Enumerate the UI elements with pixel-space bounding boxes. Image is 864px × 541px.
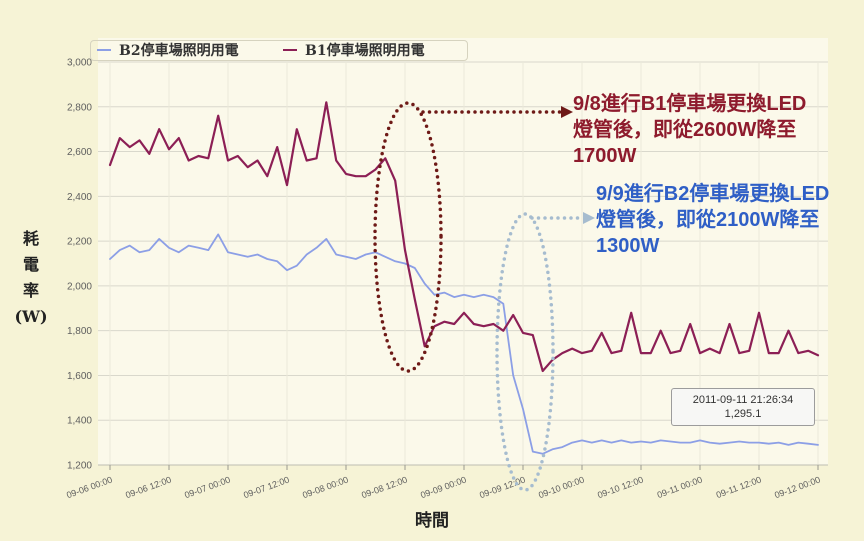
y-axis-ticks: 3,000 2,800 2,600 2,400 2,200 2,000 1,800 1,600…	[67, 58, 92, 472]
y-tick-label: 2,600	[67, 147, 92, 158]
arrow-head-icon	[561, 106, 573, 118]
y-axis-label-part: 電	[22, 255, 39, 274]
tooltip-timestamp: 2011-09-11 21:26:34	[692, 394, 794, 406]
legend-label: B1停車場照明用電	[305, 43, 425, 59]
x-axis-ticks: 09-06 00:00 09-06 12:00 09-07 00:00 09-07 1…	[65, 465, 822, 500]
x-tick-label: 09-10 12:00	[596, 474, 645, 500]
y-tick-label: 3,000	[67, 58, 92, 69]
arrow-head-icon	[583, 212, 595, 224]
y-axis-label-part: 率	[22, 281, 39, 300]
series-line-1	[109, 233, 819, 455]
data-tooltip: 2011-09-11 21:26:34 1,295.1	[671, 388, 815, 426]
legend: B2停車場照明用電 B1停車場照明用電	[90, 40, 468, 61]
x-tick-label: 09-12 00:00	[773, 474, 822, 500]
highlight-ellipse-b1	[373, 101, 443, 373]
y-axis-label: 耗電率 (W)	[12, 226, 50, 330]
y-tick-label: 2,200	[67, 237, 92, 248]
x-tick-label: 09-10 00:00	[537, 474, 586, 500]
tooltip-value: 1,295.1	[724, 408, 762, 420]
x-tick-label: 09-06 00:00	[65, 474, 114, 500]
annotation-line: 燈管後，即從2600W降至	[573, 119, 797, 141]
y-axis-label-part: (W)	[14, 307, 48, 326]
legend-swatch	[97, 49, 111, 51]
annotation-line: 1300W	[596, 235, 660, 257]
y-tick-label: 1,200	[67, 461, 92, 472]
x-tick-label: 09-11 12:00	[715, 474, 763, 500]
x-tick-label: 09-09 12:00	[478, 474, 527, 500]
x-tick-label: 09-09 00:00	[419, 474, 468, 500]
annotation-line: 9/8進行B1停車場更換LED	[573, 93, 807, 115]
annotation-b1-led-change: 9/8進行B1停車場更換LED 燈管後，即從2600W降至 1700W	[573, 91, 806, 169]
y-axis-label-part: 耗	[22, 229, 39, 248]
y-tick-label: 1,800	[67, 326, 92, 337]
series-line-2	[108, 101, 820, 373]
legend-label: B2停車場照明用電	[119, 43, 239, 59]
annotation-line: 9/9進行B2停車場更換LED	[596, 183, 830, 205]
annotation-line: 燈管後，即從2100W降至	[596, 209, 820, 231]
y-tick-label: 1,400	[67, 416, 92, 427]
y-tick-label: 2,400	[67, 192, 92, 203]
x-tick-label: 09-07 12:00	[242, 474, 291, 500]
x-tick-label: 09-06 12:00	[124, 474, 173, 500]
x-axis-label: 時間	[415, 511, 449, 531]
y-tick-label: 2,800	[67, 102, 92, 113]
legend-swatch	[283, 49, 297, 51]
highlight-ellipse-b2	[495, 212, 555, 492]
series-lines	[108, 101, 820, 455]
y-tick-label: 1,600	[67, 371, 92, 382]
legend-item-b1[interactable]: B1停車場照明用電	[283, 41, 425, 61]
annotation-b2-led-change: 9/9進行B2停車場更換LED 燈管後，即從2100W降至 1300W	[596, 181, 829, 259]
x-tick-label: 09-11 00:00	[656, 474, 704, 500]
y-tick-label: 2,000	[67, 281, 92, 292]
annotation-line: 1700W	[573, 145, 637, 167]
legend-item-b2[interactable]: B2停車場照明用電	[97, 41, 239, 61]
x-tick-label: 09-08 12:00	[360, 474, 409, 500]
x-tick-label: 09-07 00:00	[183, 474, 232, 500]
x-tick-label: 09-08 00:00	[301, 474, 350, 500]
